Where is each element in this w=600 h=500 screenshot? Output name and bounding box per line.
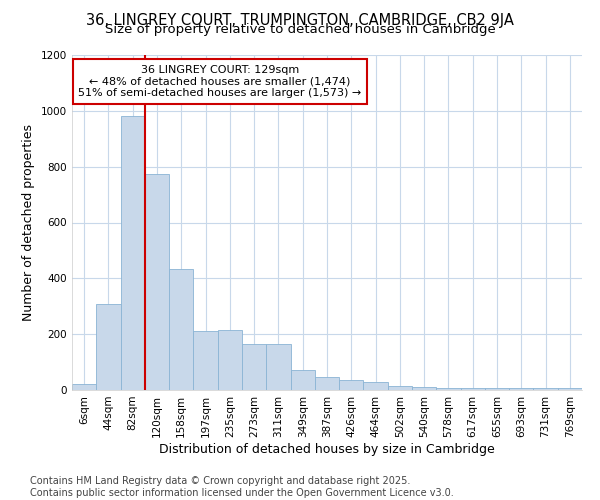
Bar [339,380,364,390]
Bar [193,330,218,390]
Text: 36 LINGREY COURT: 129sqm
← 48% of detached houses are smaller (1,474)
51% of sem: 36 LINGREY COURT: 129sqm ← 48% of detach… [78,65,362,98]
Bar [96,304,121,390]
X-axis label: Distribution of detached houses by size in Cambridge: Distribution of detached houses by size … [159,442,495,456]
Bar [266,344,290,390]
Bar [364,382,388,390]
Bar [412,387,436,390]
Bar [290,370,315,390]
Bar [218,330,242,390]
Bar [436,388,461,390]
Text: Size of property relative to detached houses in Cambridge: Size of property relative to detached ho… [104,22,496,36]
Bar [315,377,339,390]
Bar [388,386,412,390]
Bar [558,388,582,390]
Bar [121,116,145,390]
Bar [509,388,533,390]
Text: Contains HM Land Registry data © Crown copyright and database right 2025.
Contai: Contains HM Land Registry data © Crown c… [30,476,454,498]
Bar [485,388,509,390]
Bar [169,268,193,390]
Bar [72,384,96,390]
Bar [533,388,558,390]
Text: 36, LINGREY COURT, TRUMPINGTON, CAMBRIDGE, CB2 9JA: 36, LINGREY COURT, TRUMPINGTON, CAMBRIDG… [86,12,514,28]
Bar [145,174,169,390]
Y-axis label: Number of detached properties: Number of detached properties [22,124,35,321]
Bar [242,344,266,390]
Bar [461,388,485,390]
